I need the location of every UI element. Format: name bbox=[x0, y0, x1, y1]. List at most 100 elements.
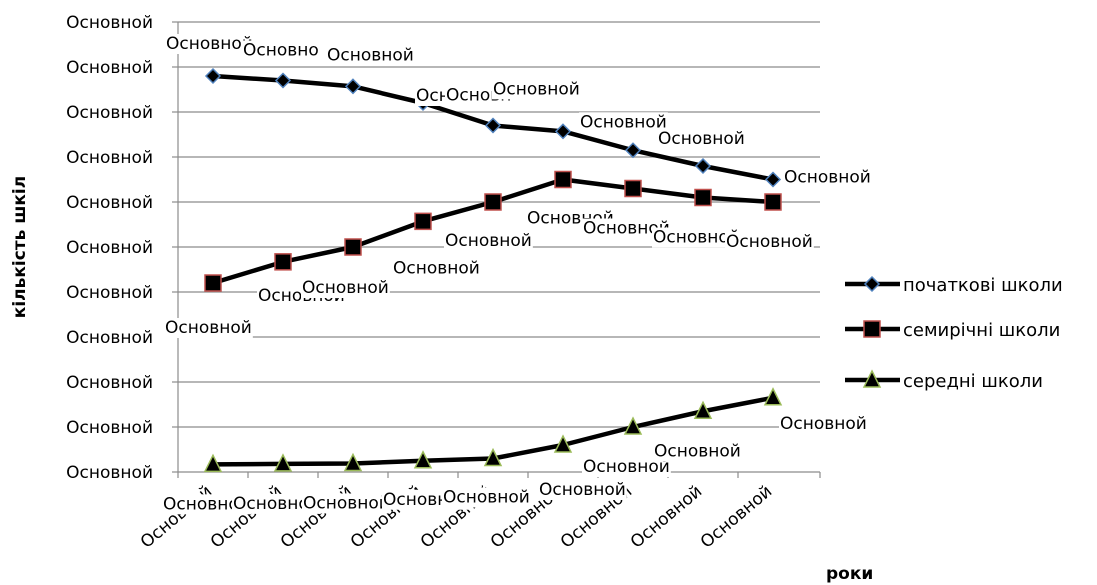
y-tick-label: Основной bbox=[66, 103, 153, 123]
data-label: Основной bbox=[166, 34, 253, 54]
y-tick-label: Основной bbox=[66, 238, 153, 258]
y-tick-label: Основной bbox=[66, 148, 153, 168]
y-tick-label: Основной bbox=[66, 373, 153, 393]
data-point bbox=[413, 450, 433, 469]
data-label: Основно bbox=[243, 41, 319, 61]
x-tick-label: Основной bbox=[137, 482, 216, 553]
data-label-background bbox=[582, 457, 671, 477]
data-label: Основной bbox=[163, 494, 250, 514]
data-label: Основной bbox=[539, 480, 626, 500]
data-point bbox=[764, 171, 782, 188]
data-label-background bbox=[326, 45, 415, 66]
data-point bbox=[624, 142, 642, 159]
legend-label: початкові школи bbox=[903, 275, 1063, 296]
data-label: Основной bbox=[784, 168, 871, 188]
data-label-background bbox=[301, 278, 390, 298]
data-point bbox=[694, 157, 712, 175]
data-point bbox=[763, 387, 783, 406]
x-tick-label: Основной bbox=[627, 482, 706, 553]
x-tick-label: Основной bbox=[277, 482, 356, 553]
data-label: Основной bbox=[653, 228, 740, 248]
data-label-background bbox=[492, 79, 581, 100]
legend-entry: середні школи bbox=[845, 369, 1043, 392]
data-label: Основной bbox=[303, 493, 390, 513]
data-point bbox=[484, 193, 502, 211]
data-label: Основной bbox=[780, 414, 867, 434]
data-point bbox=[203, 453, 223, 473]
data-point bbox=[274, 72, 292, 89]
legend-marker bbox=[863, 275, 881, 293]
legend-marker bbox=[862, 369, 882, 388]
data-label-background bbox=[162, 494, 251, 515]
data-point bbox=[204, 274, 222, 292]
data-point bbox=[344, 78, 362, 95]
data-label-background bbox=[538, 480, 627, 500]
data-point bbox=[414, 212, 432, 231]
data-label-background bbox=[442, 487, 531, 508]
data-label: Основной bbox=[302, 278, 389, 298]
data-label-background bbox=[657, 129, 746, 149]
data-label: Основной bbox=[654, 441, 741, 461]
data-label-background bbox=[165, 34, 254, 54]
y-tick-label: Основной bbox=[66, 463, 153, 483]
y-tick-label: Основной bbox=[66, 13, 153, 33]
data-label: Основной bbox=[583, 457, 670, 477]
data-label-background bbox=[392, 258, 481, 279]
y-tick-labels: Основной Основной Основной Основной Основной… bbox=[66, 13, 178, 483]
y-tick-label: Основной bbox=[66, 58, 153, 78]
y-axis-title: кількість шкіл bbox=[10, 176, 30, 318]
data-label-background bbox=[653, 441, 742, 462]
data-label: Основной bbox=[233, 494, 320, 514]
data-label: Основной bbox=[445, 231, 532, 251]
x-tick-label: Основной bbox=[207, 482, 286, 553]
data-label-background bbox=[779, 413, 868, 434]
y-tick-label: Основной bbox=[66, 418, 153, 438]
data-point bbox=[623, 416, 643, 435]
x-axis-title: роки bbox=[826, 564, 873, 584]
data-label: Основной bbox=[493, 79, 580, 99]
data-label: Основной bbox=[583, 219, 670, 239]
legend: початкові школи семирічні школи середні шк… bbox=[845, 275, 1063, 392]
data-point bbox=[694, 188, 712, 207]
legend-label: семирічні школи bbox=[903, 320, 1060, 341]
x-tick-label: Основной bbox=[697, 482, 776, 553]
data-point bbox=[484, 117, 502, 134]
legend-label: середні школи bbox=[903, 371, 1043, 392]
data-label: Основной bbox=[393, 258, 480, 278]
data-point bbox=[273, 453, 293, 472]
legend-entry: початкові школи bbox=[845, 275, 1063, 296]
y-tick-label: Основной bbox=[66, 193, 153, 213]
data-label-background bbox=[242, 40, 320, 61]
data-point bbox=[624, 179, 642, 198]
data-point bbox=[343, 452, 363, 472]
data-label-background bbox=[582, 218, 671, 239]
data-label: Основной bbox=[580, 112, 667, 132]
data-label: Основной bbox=[327, 45, 414, 65]
data-label: Основной bbox=[726, 232, 813, 252]
data-point bbox=[553, 434, 573, 453]
data-point bbox=[483, 447, 503, 467]
data-point bbox=[274, 253, 292, 271]
y-tick-label: Основной bbox=[66, 283, 153, 303]
data-label-background bbox=[725, 232, 814, 252]
data-point bbox=[554, 170, 572, 189]
data-label-background bbox=[164, 318, 253, 338]
y-tick-label: Основной bbox=[66, 328, 153, 348]
data-label-background bbox=[783, 167, 872, 188]
data-label-background bbox=[579, 112, 668, 133]
data-label: Основной bbox=[658, 129, 745, 149]
data-point bbox=[554, 123, 572, 140]
data-label: Основной bbox=[443, 488, 530, 508]
data-labels: ОсновнойОсновноОсновнойОсновнойОсновнОсн… bbox=[162, 34, 872, 515]
series-layer bbox=[203, 67, 783, 473]
data-label-background bbox=[232, 493, 321, 514]
legend-marker bbox=[863, 320, 881, 338]
data-label-background bbox=[652, 227, 741, 248]
data-label-background bbox=[302, 493, 391, 514]
data-point bbox=[764, 193, 782, 211]
data-point bbox=[693, 400, 713, 419]
data-label-background bbox=[444, 231, 533, 251]
data-point bbox=[344, 238, 362, 256]
data-label: Основной bbox=[165, 318, 252, 338]
